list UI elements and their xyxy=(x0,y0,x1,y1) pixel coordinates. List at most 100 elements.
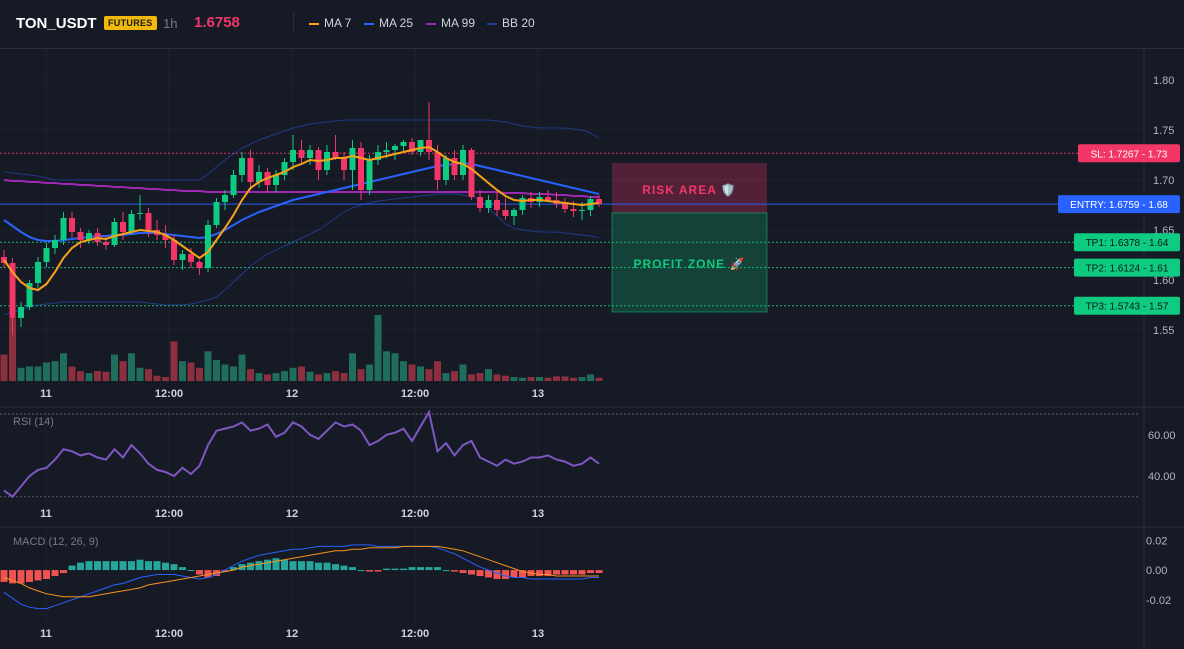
volume-bar xyxy=(153,375,161,381)
profit-zone-label: PROFIT ZONE 🚀 xyxy=(634,257,746,271)
candle-body xyxy=(247,158,254,182)
candle-body xyxy=(460,150,466,175)
macd-histogram-bar xyxy=(349,567,356,571)
volume-bar xyxy=(442,373,450,381)
macd-histogram-bar xyxy=(510,570,518,578)
volume-bar xyxy=(51,361,59,381)
volume-bar xyxy=(145,369,152,381)
legend-ma99[interactable]: MA 99 xyxy=(426,16,475,30)
macd-histogram-bar xyxy=(153,561,161,571)
volume-bar xyxy=(374,315,382,381)
volume-bar xyxy=(230,366,237,381)
price-tick-label: 1.60 xyxy=(1153,275,1174,287)
candle-body xyxy=(332,152,339,158)
volume-bar xyxy=(349,353,356,381)
time-tick-label: 13 xyxy=(532,628,544,640)
macd-histogram-bar xyxy=(374,570,382,572)
volume-bar xyxy=(434,361,441,381)
time-tick-label: 13 xyxy=(532,388,544,400)
candle-body xyxy=(417,140,424,152)
macd-histogram-bar xyxy=(0,570,8,582)
macd-histogram-bar xyxy=(94,561,101,571)
legend-ma7[interactable]: MA 7 xyxy=(309,16,351,30)
volume-bar xyxy=(536,377,543,381)
macd-histogram-bar xyxy=(493,570,501,579)
risk-area-label: RISK AREA 🛡️ xyxy=(642,183,736,197)
time-tick-label: 11 xyxy=(40,628,52,640)
volume-bar xyxy=(119,361,127,381)
candle-body xyxy=(35,262,41,283)
macd-histogram-bar xyxy=(9,570,16,584)
macd-histogram-bar xyxy=(204,570,212,578)
volume-bar xyxy=(170,341,178,381)
macd-tick-label: -0.02 xyxy=(1146,595,1171,607)
volume-bar xyxy=(451,371,458,381)
volume-bar xyxy=(527,377,535,381)
volume-bar xyxy=(485,369,492,381)
volume-bar xyxy=(570,377,577,381)
volume-bar xyxy=(561,376,569,381)
volume-bar xyxy=(425,369,433,381)
candle-body xyxy=(562,204,568,209)
time-tick-label: 12:00 xyxy=(155,628,183,640)
rsi-title: RSI (14) xyxy=(13,416,54,428)
macd-histogram-bar xyxy=(340,565,348,571)
volume-bar xyxy=(221,364,229,381)
volume-bar xyxy=(553,376,560,381)
volume-bar xyxy=(17,367,25,381)
price-tick-label: 1.55 xyxy=(1153,325,1174,337)
macd-histogram-bar xyxy=(400,568,407,571)
candle-body xyxy=(468,150,475,197)
futures-badge: FUTURES xyxy=(104,16,157,30)
macd-histogram-bar xyxy=(408,567,416,571)
macd-title: MACD (12, 26, 9) xyxy=(13,536,99,548)
ma7-line xyxy=(3,145,600,292)
ma25-line xyxy=(3,161,600,242)
volume-bar xyxy=(459,364,467,381)
candle-body xyxy=(256,172,262,182)
macd-histogram-bar xyxy=(595,570,603,574)
risk-area-zone xyxy=(612,163,767,213)
macd-histogram-bar xyxy=(221,570,229,572)
price-tick-label: 1.80 xyxy=(1153,75,1174,87)
candle-body xyxy=(579,210,585,211)
volume-bar xyxy=(306,371,314,381)
time-tick-label: 11 xyxy=(40,508,52,520)
volume-bar xyxy=(357,369,365,381)
timeframe-label[interactable]: 1h xyxy=(163,16,178,31)
candle-body xyxy=(86,233,92,240)
legend-ma25[interactable]: MA 25 xyxy=(364,16,413,30)
volume-bar xyxy=(136,367,144,381)
macd-histogram-bar xyxy=(136,559,144,571)
symbol-label[interactable]: TON_USDT xyxy=(16,15,97,32)
macd-histogram-bar xyxy=(170,564,178,571)
macd-histogram-bar xyxy=(187,570,195,572)
macd-histogram-bar xyxy=(536,570,543,577)
time-tick-label: 12:00 xyxy=(401,628,429,640)
legend-bb20[interactable]: BB 20 xyxy=(487,16,535,30)
macd-line xyxy=(3,544,599,610)
macd-histogram-bar xyxy=(425,567,433,571)
legend-label: MA 99 xyxy=(441,16,476,30)
candle-body xyxy=(451,158,458,175)
chart-header: TON_USDT FUTURES 1h 1.6758 MA 7 MA 25 MA… xyxy=(0,0,1184,49)
macd-histogram-bar xyxy=(578,570,586,575)
candle-body xyxy=(52,240,58,248)
legend-swatch xyxy=(309,22,319,25)
macd-histogram-bar xyxy=(289,561,297,571)
volume-bar xyxy=(289,367,297,381)
candle-body xyxy=(366,160,373,190)
macd-histogram-bar xyxy=(43,570,50,579)
macd-histogram-bar xyxy=(26,570,33,582)
candle-body xyxy=(222,195,228,202)
macd-tick-label: 0.02 xyxy=(1146,535,1167,547)
macd-histogram-bar xyxy=(68,565,76,571)
macd-histogram-bar xyxy=(323,562,331,571)
last-price: 1.6758 xyxy=(194,14,240,31)
profit-zone xyxy=(612,213,767,312)
macd-histogram-bar xyxy=(519,570,526,578)
candle-body xyxy=(358,148,364,190)
profit-zone-border xyxy=(611,212,768,313)
macd-histogram-bar xyxy=(451,570,458,572)
